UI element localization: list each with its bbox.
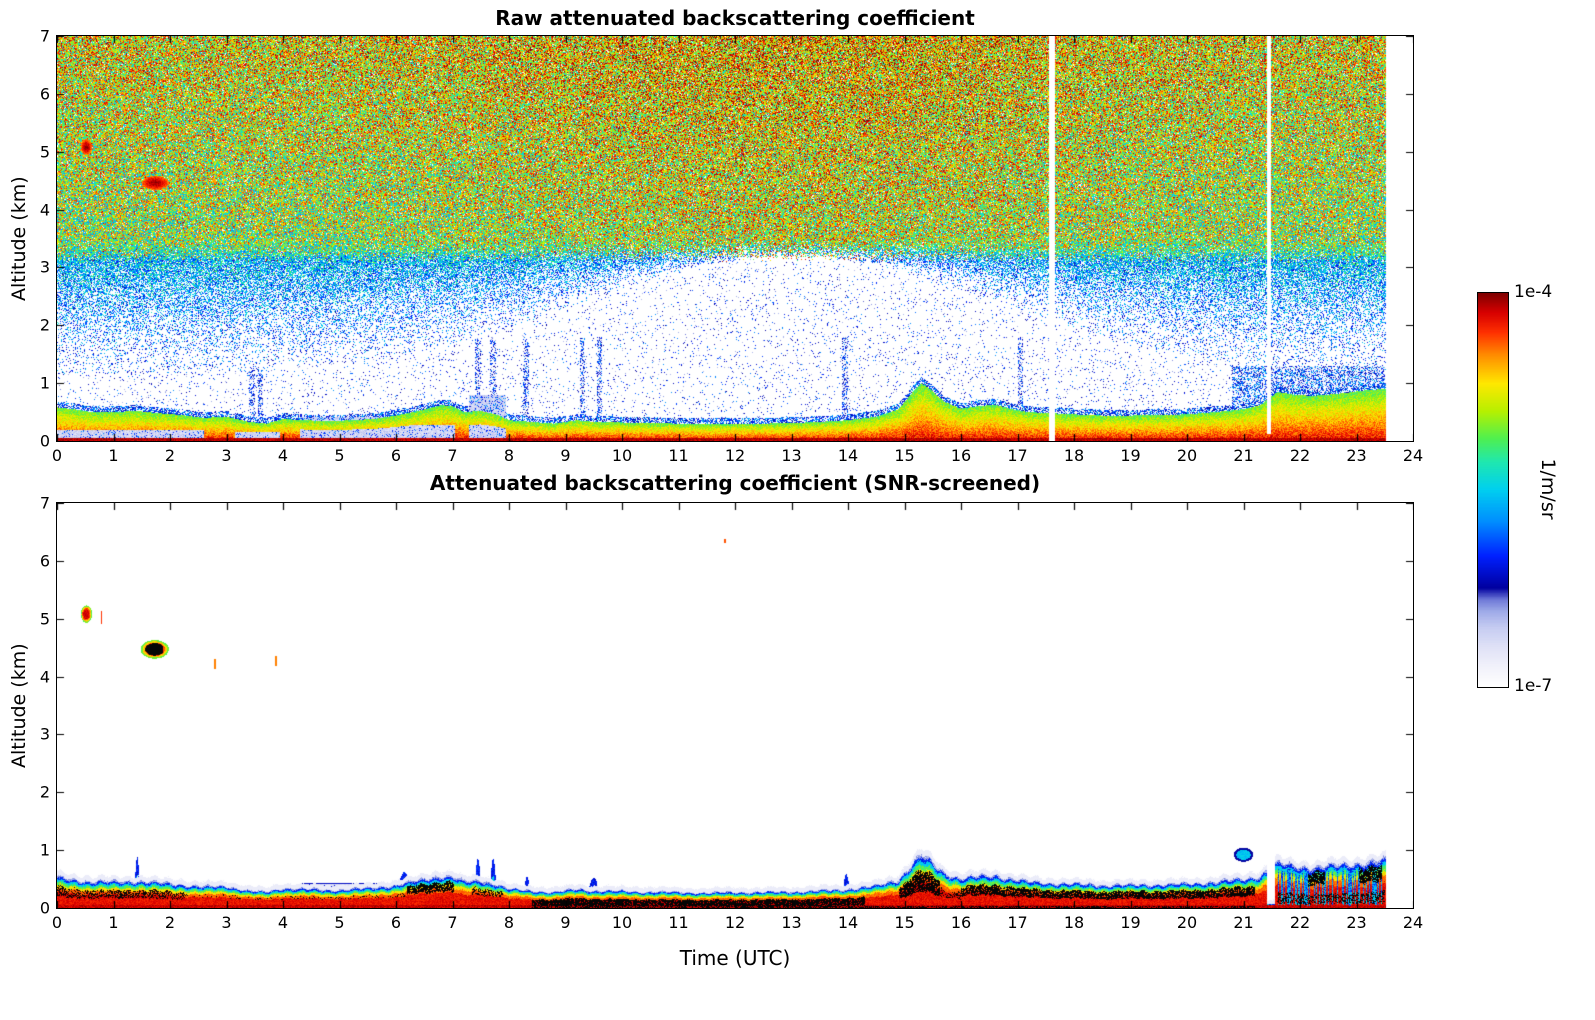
x-tick-label: 5 (334, 446, 345, 465)
x-tick-label: 22 (1289, 913, 1311, 932)
x-tick-label: 14 (837, 913, 859, 932)
x-tick-label: 10 (611, 913, 633, 932)
y-tick-label: 4 (39, 200, 50, 220)
y-tick-label: 1 (39, 840, 50, 860)
x-tick-label: 15 (894, 913, 915, 932)
top-plot-title: Raw attenuated backscattering coefficien… (495, 6, 975, 30)
x-tick-label: 2 (164, 446, 176, 465)
x-tick-label: 16 (950, 446, 972, 465)
x-tick-label: 18 (1063, 446, 1085, 465)
x-tick-label: 12 (724, 913, 746, 932)
bottom-plot-area (56, 502, 1414, 909)
y-tick-label: 7 (39, 493, 50, 513)
x-tick-label: 13 (781, 913, 802, 932)
colorbar-gradient (1478, 293, 1508, 687)
x-tick-label: 0 (51, 913, 63, 932)
y-tick-label: 5 (39, 609, 50, 629)
x-tick-label: 8 (503, 446, 515, 465)
x-tick-label: 24 (1402, 446, 1424, 465)
x-tick-label: 19 (1120, 913, 1141, 932)
x-tick-label: 4 (277, 913, 289, 932)
x-tick-label: 23 (1346, 446, 1367, 465)
x-tick-label: 23 (1346, 913, 1367, 932)
x-tick-label: 10 (611, 446, 633, 465)
x-tick-label: 22 (1289, 446, 1311, 465)
x-tick-label: 1 (108, 913, 119, 932)
top-plot-area (56, 35, 1414, 442)
x-tick-label: 9 (560, 446, 571, 465)
x-tick-label: 3 (221, 446, 232, 465)
x-tick-label: 3 (221, 913, 232, 932)
x-tick-label: 21 (1233, 913, 1254, 932)
colorbar-unit-label: 1/m/sr (1537, 458, 1559, 520)
y-tick-label: 0 (39, 431, 50, 451)
x-tick-label: 16 (950, 913, 972, 932)
x-tick-label: 14 (837, 446, 859, 465)
x-tick-label: 24 (1402, 913, 1424, 932)
y-tick-label: 3 (39, 724, 50, 744)
x-tick-label: 6 (390, 446, 402, 465)
raw-backscatter-heatmap (57, 36, 1413, 441)
x-tick-label: 18 (1063, 913, 1085, 932)
x-tick-label: 17 (1007, 913, 1028, 932)
y-tick-label: 5 (39, 142, 50, 162)
y-tick-label: 6 (39, 551, 50, 571)
x-axis-label: Time (UTC) (679, 946, 791, 970)
x-tick-label: 2 (164, 913, 176, 932)
y-tick-label: 6 (39, 84, 50, 104)
y-tick-label: 7 (39, 26, 50, 46)
x-tick-label: 6 (390, 913, 402, 932)
x-tick-label: 7 (447, 446, 458, 465)
x-tick-label: 8 (503, 913, 515, 932)
x-tick-label: 13 (781, 446, 802, 465)
y-tick-label: 4 (39, 667, 50, 687)
x-tick-label: 5 (334, 913, 345, 932)
y-tick-label: 0 (39, 898, 50, 918)
y-tick-label: 2 (39, 782, 50, 802)
y-tick-label: 2 (39, 315, 50, 335)
x-tick-label: 21 (1233, 446, 1254, 465)
x-tick-label: 0 (51, 446, 63, 465)
colorbar-min-label: 1e-7 (1514, 676, 1553, 696)
x-tick-label: 11 (668, 446, 689, 465)
x-tick-label: 4 (277, 446, 289, 465)
x-tick-label: 20 (1176, 913, 1198, 932)
x-tick-label: 7 (447, 913, 458, 932)
colorbar-max-label: 1e-4 (1514, 282, 1553, 302)
screened-backscatter-heatmap (57, 503, 1413, 908)
x-tick-label: 19 (1120, 446, 1141, 465)
y-tick-label: 3 (39, 257, 50, 277)
x-tick-label: 15 (894, 446, 915, 465)
y-tick-label: 1 (39, 373, 50, 393)
x-tick-label: 17 (1007, 446, 1028, 465)
x-tick-label: 11 (668, 913, 689, 932)
x-tick-label: 20 (1176, 446, 1198, 465)
x-tick-label: 9 (560, 913, 571, 932)
colorbar (1477, 292, 1509, 688)
x-tick-label: 1 (108, 446, 119, 465)
x-tick-label: 12 (724, 446, 746, 465)
bottom-plot-title: Attenuated backscattering coefficient (S… (429, 471, 1041, 495)
